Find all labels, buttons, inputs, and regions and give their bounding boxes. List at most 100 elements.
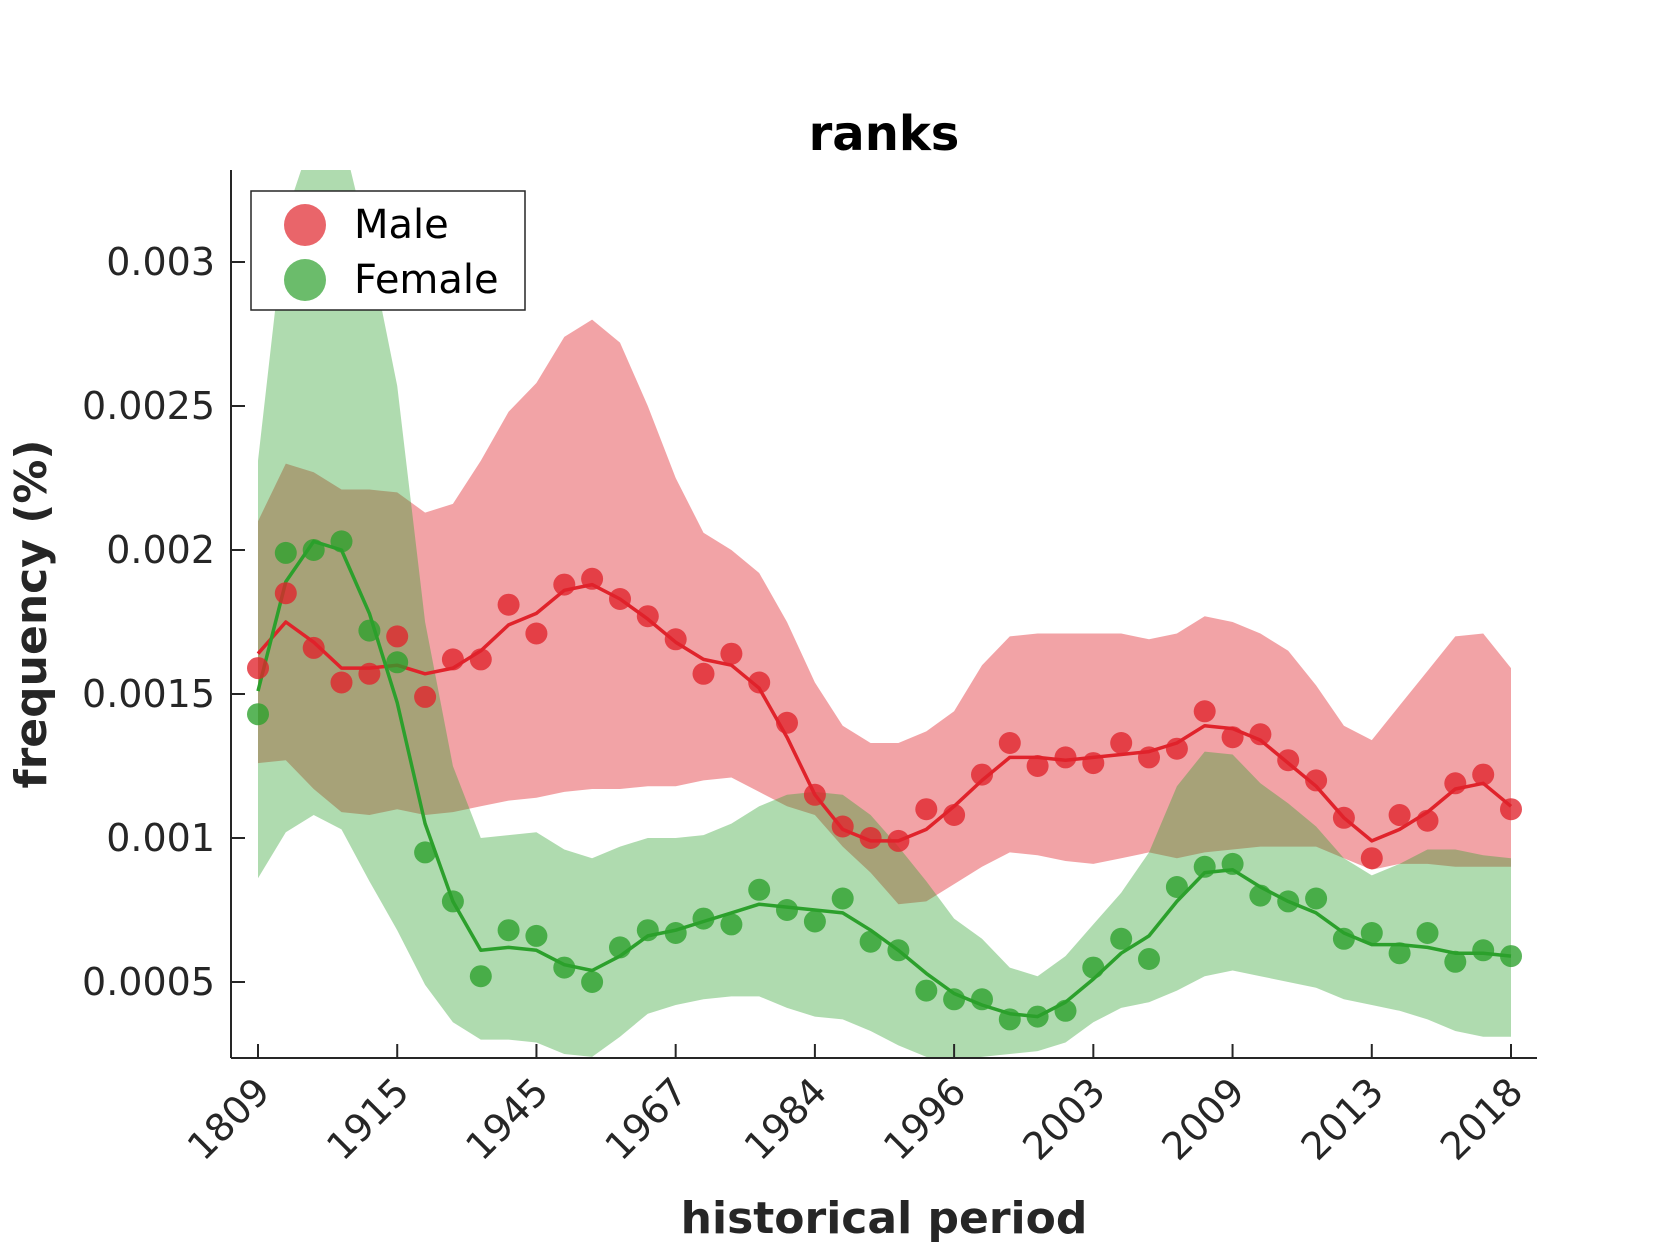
male-data-point: [1249, 723, 1272, 746]
female-data-point: [915, 979, 938, 1002]
female-data-point: [1305, 887, 1328, 910]
male-data-point: [776, 711, 798, 734]
axes: [230, 170, 1537, 1059]
male-data-point: [274, 582, 297, 605]
male-data-point: [1277, 749, 1300, 772]
male-data-point: [636, 605, 659, 628]
female-data-point: [1165, 876, 1188, 898]
male-data-point: [497, 593, 520, 616]
y-tick-label: 0.003: [106, 240, 215, 284]
female-data-point: [1054, 999, 1077, 1022]
female-data-point: [859, 930, 882, 953]
x-tick-label: 1809: [179, 1069, 279, 1169]
male-data-point: [887, 829, 910, 852]
female-data-point: [887, 939, 910, 962]
female-data-point: [247, 703, 269, 726]
male-data-point: [1221, 726, 1244, 749]
male-data-point: [943, 804, 966, 826]
female-data-point: [1360, 922, 1383, 944]
female-data-point: [525, 924, 548, 947]
y-tick-label: 0.002: [106, 528, 215, 572]
male-data-point: [859, 827, 882, 849]
legend: Male Female: [250, 190, 526, 311]
female-data-point: [386, 651, 409, 674]
female-data-point: [1249, 884, 1272, 907]
female-data-point: [636, 919, 659, 942]
x-axis-title: historical period: [681, 1193, 1088, 1244]
female-data-point: [748, 878, 771, 901]
male-data-point: [1444, 772, 1467, 795]
x-tick-label: 1915: [318, 1069, 418, 1169]
trend-lines: [256, 539, 1513, 1019]
female-data-point: [664, 922, 687, 944]
male-data-point: [1416, 809, 1439, 832]
female-data-point: [1444, 950, 1467, 973]
female-data-point: [1472, 939, 1495, 962]
female-data-point: [581, 971, 604, 993]
female-data-point: [803, 910, 826, 933]
male-data-point: [1500, 798, 1522, 821]
female-data-point: [998, 1008, 1021, 1031]
female-data-point: [609, 936, 631, 959]
male-data-point: [525, 622, 548, 645]
female-data-point: [1388, 942, 1411, 965]
female-data-point: [943, 988, 966, 1011]
female-data-point: [776, 899, 798, 921]
female-data-point: [1082, 956, 1105, 979]
legend-marker-male: [284, 204, 326, 246]
male-data-point: [1110, 732, 1133, 754]
female-data-point: [302, 539, 325, 561]
male-data-point: [1054, 746, 1077, 769]
confidence-bands: [258, 170, 1511, 1058]
y-tick-label: 0.0025: [82, 384, 215, 428]
male-data-point: [1082, 752, 1105, 775]
male-data-point: [1332, 806, 1355, 829]
x-tick-label: 1945: [457, 1069, 557, 1169]
female-data-point: [414, 841, 437, 864]
female-data-point: [1138, 948, 1160, 970]
chart-title: ranks: [809, 106, 960, 162]
male-confidence-band: [258, 319, 1511, 905]
x-tick-label: 2009: [1153, 1069, 1253, 1169]
data-points: [247, 530, 1522, 1031]
male-data-point: [1193, 700, 1216, 723]
male-data-point: [302, 636, 325, 659]
male-data-point: [1165, 737, 1188, 760]
female-confidence-band: [258, 170, 1511, 1058]
male-data-point: [414, 685, 437, 708]
male-data-point: [692, 662, 715, 685]
male-data-point: [1026, 755, 1049, 777]
male-data-point: [1472, 763, 1495, 786]
x-tick-label: 1984: [736, 1069, 836, 1169]
male-data-point: [748, 671, 771, 694]
x-tick-label: 1996: [875, 1069, 975, 1169]
female-data-point: [1277, 890, 1300, 913]
male-data-point: [247, 657, 269, 680]
male-data-point: [1305, 769, 1328, 792]
x-tick-label: 2018: [1432, 1069, 1532, 1169]
male-data-point: [553, 573, 576, 596]
female-data-point: [971, 988, 993, 1011]
male-data-point: [971, 763, 993, 786]
female-data-point: [469, 965, 492, 988]
female-data-point: [1026, 1005, 1049, 1028]
female-data-point: [720, 913, 743, 936]
female-data-point: [553, 956, 576, 979]
x-ticks: 1809 1915 1945 1967 1984 1996 2003 2009 2013 2018: [179, 1044, 1532, 1169]
female-data-point: [1110, 927, 1133, 950]
male-trend-line: [256, 582, 1513, 843]
legend-label-male: Male: [354, 202, 449, 248]
x-tick-label: 2013: [1293, 1069, 1393, 1169]
male-data-point: [469, 648, 492, 671]
female-data-point: [358, 619, 381, 642]
male-data-point: [831, 815, 854, 838]
male-data-point: [1388, 804, 1411, 826]
male-data-point: [998, 732, 1021, 754]
y-ticks: 0.0005 0.001 0.0015 0.002 0.0025 0.003: [82, 240, 245, 1004]
female-data-point: [274, 541, 297, 564]
legend-marker-female: [284, 259, 326, 301]
female-data-point: [1221, 852, 1244, 875]
x-tick-label: 2003: [1014, 1069, 1114, 1169]
female-data-point: [497, 919, 520, 942]
